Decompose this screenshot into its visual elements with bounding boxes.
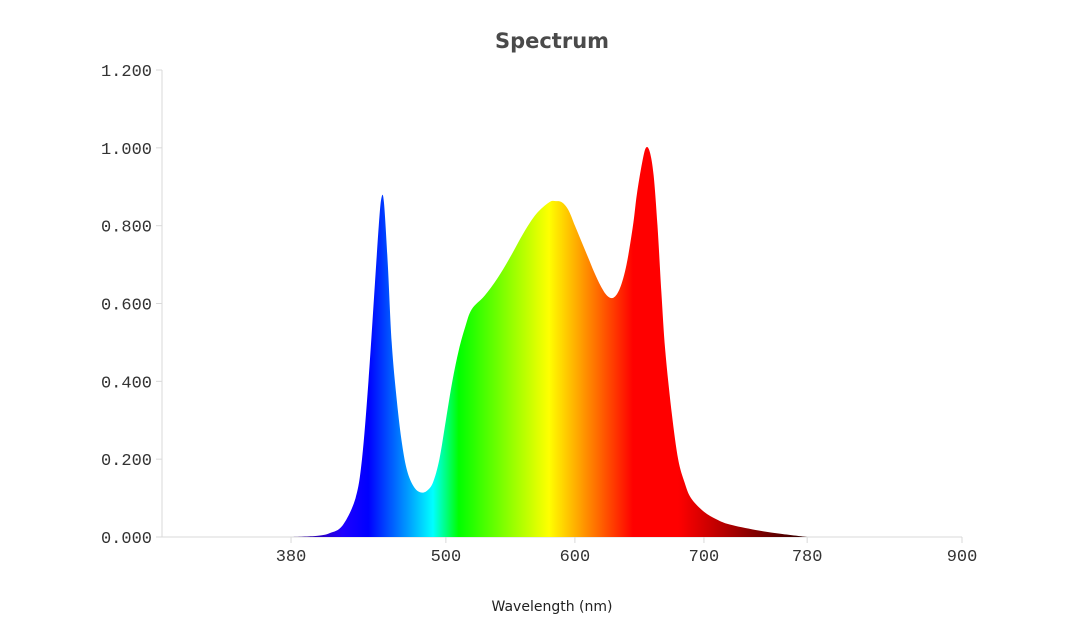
x-tick-label: 600 [560,548,591,567]
x-tick-label: 380 [276,548,307,567]
y-tick-label: 0.200 [101,452,152,471]
x-tick-label: 700 [689,548,720,567]
x-tick-label: 780 [792,548,823,567]
spectrum-area [291,146,808,537]
chart-title: Spectrum [495,29,609,53]
x-tick-label: 500 [431,548,462,567]
y-tick-label: 0.600 [101,297,152,316]
y-tick-label: 1.200 [101,63,152,82]
x-tick-label: 900 [947,548,978,567]
x-axis-label: Wavelength (nm) [492,599,613,615]
y-tick-label: 0.000 [101,530,152,549]
y-tick-label: 1.000 [101,141,152,160]
y-axis-ticks: 0.000 0.200 0.400 0.600 0.800 1.000 1.200 [101,63,162,549]
y-tick-label: 0.400 [101,374,152,393]
x-axis-ticks: 380 500 600 700 780 900 [276,537,978,567]
y-tick-label: 0.800 [101,219,152,238]
